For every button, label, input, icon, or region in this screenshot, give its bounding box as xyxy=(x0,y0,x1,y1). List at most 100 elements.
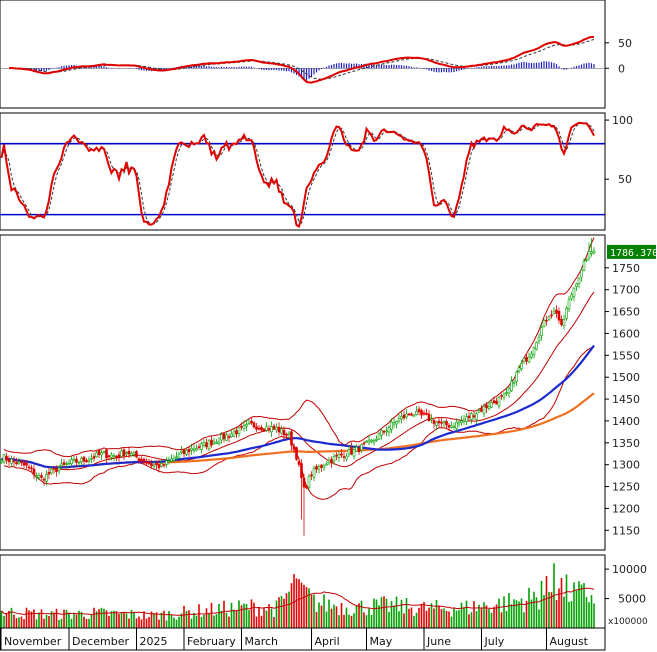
candle-body xyxy=(495,401,498,405)
candle-body xyxy=(527,356,531,363)
candle-body xyxy=(322,465,326,469)
candle-body xyxy=(327,460,331,464)
candle-body xyxy=(182,449,186,454)
month-label: July xyxy=(484,635,505,648)
candle-body xyxy=(547,316,551,320)
month-label: May xyxy=(370,635,393,648)
candle-body xyxy=(502,393,506,398)
candle-body xyxy=(92,456,96,459)
candle-body xyxy=(260,427,263,431)
candle-body xyxy=(522,358,526,363)
candle-body xyxy=(292,446,296,450)
month-label: December xyxy=(72,635,130,648)
candle-body xyxy=(577,278,581,284)
candle-body xyxy=(290,431,293,446)
candle-body xyxy=(550,314,553,317)
candle-body xyxy=(275,427,278,431)
candle-body xyxy=(20,461,23,464)
candle-body xyxy=(350,447,353,455)
candle-body xyxy=(85,460,88,463)
candle-body xyxy=(232,431,236,437)
candle-body xyxy=(162,464,166,466)
candle-body xyxy=(235,430,238,435)
candle-body xyxy=(507,388,511,394)
macd-tick-label: 50 xyxy=(618,37,632,50)
candle-body xyxy=(370,439,373,442)
candle-body xyxy=(40,475,43,478)
month-ticks: November December 2025 February March April Ma… xyxy=(0,628,589,650)
candle-body xyxy=(120,450,123,457)
candle-body xyxy=(2,454,6,463)
candle-body xyxy=(482,405,486,414)
candle-body xyxy=(37,474,41,478)
candle-body xyxy=(10,458,13,464)
price-tick-label: 1650 xyxy=(612,306,640,319)
candle-body xyxy=(357,447,361,453)
candle-body xyxy=(462,419,466,422)
moving-average-medium xyxy=(0,344,595,469)
candle-body xyxy=(410,413,413,416)
candle-body xyxy=(215,442,218,444)
candle-body xyxy=(457,421,461,425)
candle-body xyxy=(557,311,561,321)
candle-body xyxy=(197,446,201,448)
candlesticks xyxy=(0,238,596,536)
candle-body xyxy=(385,430,388,433)
candle-body xyxy=(492,400,496,403)
candle-body xyxy=(575,283,578,287)
candle-body xyxy=(180,450,183,453)
candle-body xyxy=(437,420,441,424)
candle-body xyxy=(555,309,558,314)
candle-body xyxy=(320,464,323,468)
candle-body xyxy=(187,449,191,453)
candle-body xyxy=(525,356,528,362)
candle-body xyxy=(67,462,71,465)
candle-body xyxy=(250,420,253,424)
candle-body xyxy=(587,251,591,259)
candle-body xyxy=(375,439,378,441)
candle-body xyxy=(365,440,368,443)
candle-body xyxy=(15,462,18,465)
candle-body xyxy=(472,415,476,418)
price-axis: 1150 1200 1250 1300 1350 1400 1450 1500 1550 1600… xyxy=(605,262,640,537)
stochastic-panel: 50 100 xyxy=(0,112,633,231)
candle-body xyxy=(467,415,471,419)
candle-body xyxy=(132,452,136,455)
candle-body xyxy=(540,327,543,336)
candle-body xyxy=(55,468,58,473)
candle-body xyxy=(520,363,523,370)
candle-body xyxy=(485,404,488,409)
candle-body xyxy=(137,458,141,462)
candle-body xyxy=(267,428,271,431)
candle-body xyxy=(330,459,333,464)
volume-unit-label: x100000 xyxy=(608,617,648,627)
candle-body xyxy=(592,250,596,254)
candle-body xyxy=(257,427,261,430)
candle-body xyxy=(552,310,556,315)
candle-body xyxy=(422,412,426,415)
candle-body xyxy=(52,467,56,470)
candle-body xyxy=(367,439,371,443)
candle-body xyxy=(117,454,121,458)
candle-body xyxy=(237,427,241,434)
candle-body xyxy=(312,467,316,478)
candle-body xyxy=(72,458,76,461)
candle-body xyxy=(470,413,473,420)
month-label: 2025 xyxy=(140,635,168,648)
candle-body xyxy=(75,458,78,463)
candle-body xyxy=(425,412,428,415)
candle-body xyxy=(387,427,391,433)
candle-body xyxy=(565,307,568,319)
candle-body xyxy=(417,408,421,413)
candle-body xyxy=(265,426,268,431)
last-price-label: 1786.370 xyxy=(610,248,657,259)
candle-body xyxy=(50,469,53,474)
candle-body xyxy=(477,410,481,413)
candle-body xyxy=(420,410,423,416)
candle-body xyxy=(147,461,151,465)
candle-body xyxy=(395,421,398,425)
candle-body xyxy=(567,299,571,310)
candle-body xyxy=(497,397,501,407)
price-tick-label: 1550 xyxy=(612,349,640,362)
candle-body xyxy=(247,422,251,425)
